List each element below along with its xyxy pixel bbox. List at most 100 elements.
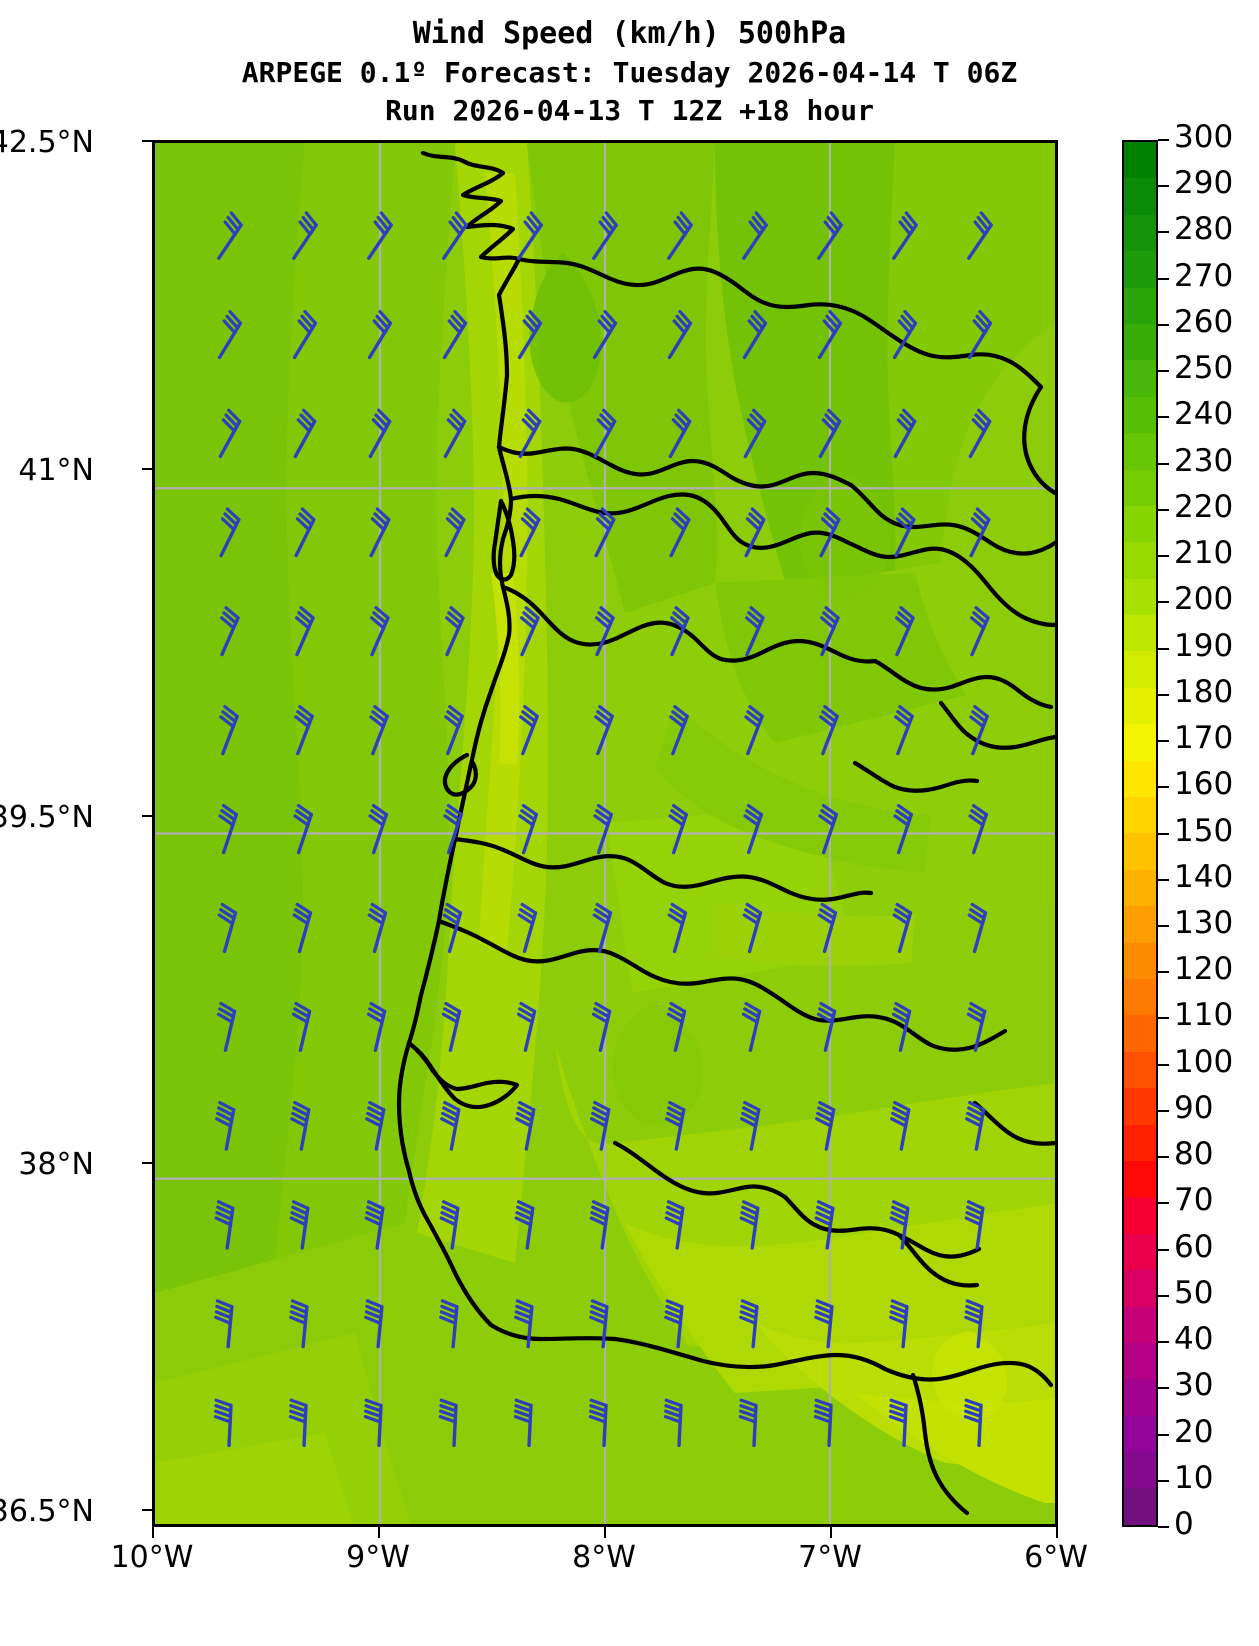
wind-barb xyxy=(891,1001,912,1052)
wind-barb xyxy=(369,507,391,558)
xtick-label-10w: 10°W xyxy=(110,1540,194,1575)
colorbar-tick xyxy=(1158,647,1169,650)
colorbar-segment xyxy=(1124,1488,1156,1525)
wind-barb xyxy=(517,309,543,360)
wind-barb xyxy=(816,1001,837,1052)
colorbar-segment xyxy=(1124,214,1156,252)
wind-barb xyxy=(293,803,314,855)
colorbar-segment xyxy=(1124,687,1156,725)
wind-barb xyxy=(214,1299,234,1349)
wind-barb xyxy=(366,1001,387,1052)
wind-barb xyxy=(893,408,917,459)
wind-barb xyxy=(220,606,240,657)
colorbar[interactable] xyxy=(1122,140,1158,1527)
wind-barb xyxy=(888,1398,908,1448)
wind-barb xyxy=(288,1398,308,1448)
wind-barb xyxy=(893,803,914,855)
wind-barb xyxy=(668,803,689,855)
ytick-mark-38 xyxy=(142,1162,153,1164)
colorbar-tick xyxy=(1158,277,1169,280)
wind-barb xyxy=(516,1001,537,1052)
colorbar-segment xyxy=(1124,323,1156,361)
colorbar-segment xyxy=(1124,360,1156,397)
wind-barb xyxy=(817,211,843,260)
colorbar-tick xyxy=(1158,139,1169,141)
colorbar-tick xyxy=(1158,370,1169,373)
colorbar-segment xyxy=(1124,1160,1156,1198)
colorbar-tick-label: 230 xyxy=(1174,442,1234,479)
colorbar-tick xyxy=(1158,231,1169,234)
wind-barb-layer xyxy=(213,211,993,1448)
colorbar-segment xyxy=(1124,251,1156,288)
wind-barb xyxy=(892,902,913,954)
wind-barb xyxy=(515,1100,536,1151)
colorbar-segment xyxy=(1124,433,1156,470)
wind-barb xyxy=(744,507,766,558)
colorbar-tick-label: 100 xyxy=(1174,1043,1234,1080)
map-plot-area[interactable] xyxy=(152,140,1058,1527)
ytick-mark-365 xyxy=(142,1509,153,1511)
wind-barb xyxy=(894,705,914,756)
colorbar-segment xyxy=(1124,978,1156,1016)
xtick-mark-10w xyxy=(152,1527,154,1538)
colorbar-tick xyxy=(1158,1341,1169,1344)
wind-barb xyxy=(292,211,318,260)
colorbar-tick xyxy=(1158,1156,1169,1159)
wind-barb xyxy=(740,1100,761,1151)
colorbar-tick xyxy=(1158,1387,1169,1390)
colorbar-tick-label: 110 xyxy=(1174,997,1234,1034)
wind-barb xyxy=(594,507,616,558)
wind-barb xyxy=(744,705,764,756)
colorbar-segment xyxy=(1124,578,1156,616)
colorbar-tick-label: 80 xyxy=(1174,1136,1214,1173)
xtick-mark-7w xyxy=(830,1527,832,1538)
wind-barb xyxy=(364,1299,384,1349)
run-subtitle: Run 2026-04-13 T 12Z +18 hour xyxy=(385,94,874,127)
colorbar-tick xyxy=(1158,1433,1169,1436)
colorbar-tick xyxy=(1158,508,1169,511)
colorbar-tick xyxy=(1158,1063,1169,1066)
ytick-mark-395 xyxy=(142,815,153,817)
wind-barb xyxy=(968,408,992,459)
colorbar-tick xyxy=(1158,601,1169,604)
wind-barb xyxy=(289,1299,309,1349)
wind-barb xyxy=(965,1100,986,1151)
colorbar-segment xyxy=(1124,869,1156,907)
colorbar-tick-label: 220 xyxy=(1174,488,1234,525)
ytick-label-41: 41°N xyxy=(18,453,94,488)
colorbar-tick xyxy=(1158,740,1169,743)
wind-barb xyxy=(889,1299,909,1349)
wind-barb xyxy=(813,1398,833,1448)
wind-barb xyxy=(442,309,468,360)
colorbar-tick-label: 300 xyxy=(1174,119,1234,155)
colorbar-tick-label: 170 xyxy=(1174,720,1234,757)
wind-barb xyxy=(815,1100,836,1151)
page-title: Wind Speed (km/h) 500hPa xyxy=(412,16,847,51)
wind-barb xyxy=(518,803,539,855)
wind-barb xyxy=(668,408,692,459)
colorbar-segment xyxy=(1124,505,1156,543)
colorbar-segment xyxy=(1124,760,1156,798)
colorbar-segment xyxy=(1124,1415,1156,1453)
wind-barb xyxy=(820,606,840,657)
colorbar-tick-label: 50 xyxy=(1174,1274,1214,1311)
wind-barb xyxy=(666,1001,687,1052)
wind-barb xyxy=(444,705,464,756)
colorbar-segment xyxy=(1124,469,1156,506)
wind-barb xyxy=(292,309,318,360)
wind-barb xyxy=(443,803,464,855)
wind-barb xyxy=(589,1200,610,1250)
colorbar-tick-label: 270 xyxy=(1174,257,1234,294)
wind-barb xyxy=(742,211,768,260)
wind-barb xyxy=(442,902,463,954)
wind-barb xyxy=(969,507,991,558)
colorbar-segment xyxy=(1124,797,1156,834)
colorbar-tick-label: 70 xyxy=(1174,1182,1214,1219)
colorbar-segment xyxy=(1124,1342,1156,1380)
wind-barb xyxy=(294,507,316,558)
wind-barb xyxy=(818,408,842,459)
colorbar-tick xyxy=(1158,1526,1169,1528)
wind-barb xyxy=(742,309,768,360)
colorbar-tick xyxy=(1158,1109,1169,1112)
wind-barb xyxy=(289,1200,310,1250)
